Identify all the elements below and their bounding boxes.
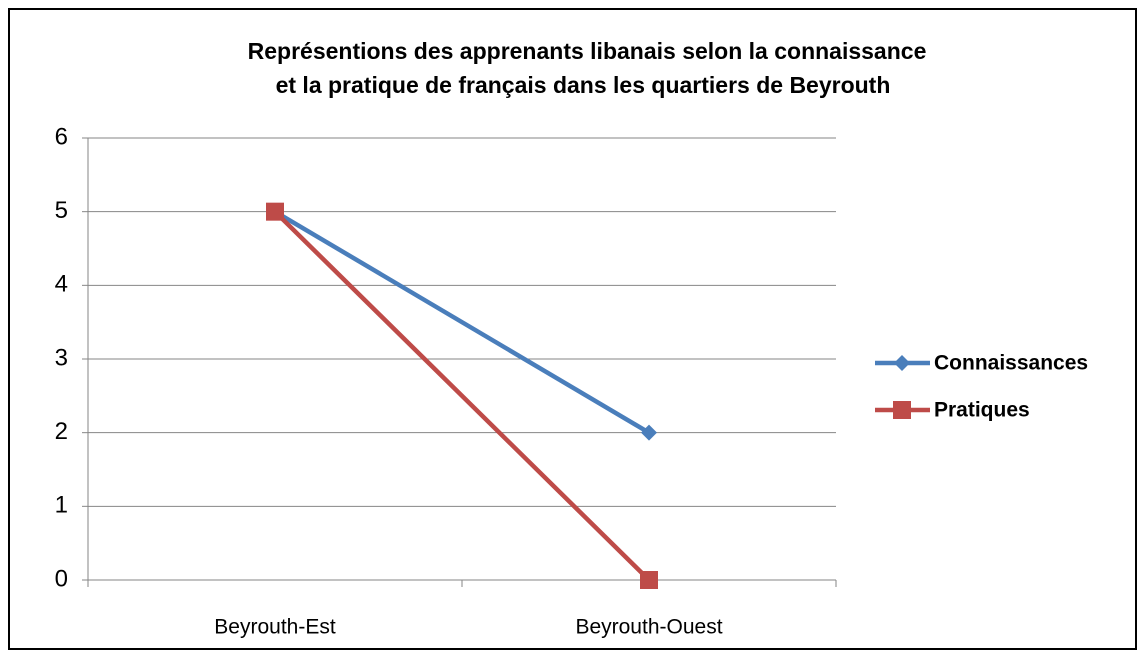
x-tick-label: Beyrouth-Est <box>214 616 336 639</box>
marker <box>893 401 911 419</box>
y-tick-label: 5 <box>55 197 68 224</box>
legend-label: Pratiques <box>934 399 1030 422</box>
chart-title: Représentions des apprenants libanais se… <box>248 38 927 64</box>
series-line <box>273 209 651 435</box>
y-tick-label: 3 <box>55 344 68 371</box>
y-tick-label: 2 <box>55 418 68 445</box>
series-line <box>273 210 651 582</box>
y-tick-label: 6 <box>55 123 68 150</box>
legend-label: Connaissances <box>934 352 1088 375</box>
marker <box>894 355 910 371</box>
marker <box>266 202 284 221</box>
y-tick-label: 4 <box>55 271 68 298</box>
y-tick-label: 1 <box>55 492 68 519</box>
marker <box>640 571 658 589</box>
x-tick-label: Beyrouth-Ouest <box>575 616 722 639</box>
chart-title: et la pratique de français dans les quar… <box>276 72 891 98</box>
marker <box>641 424 657 441</box>
chart-border <box>8 8 1137 650</box>
y-tick-label: 0 <box>55 565 68 592</box>
